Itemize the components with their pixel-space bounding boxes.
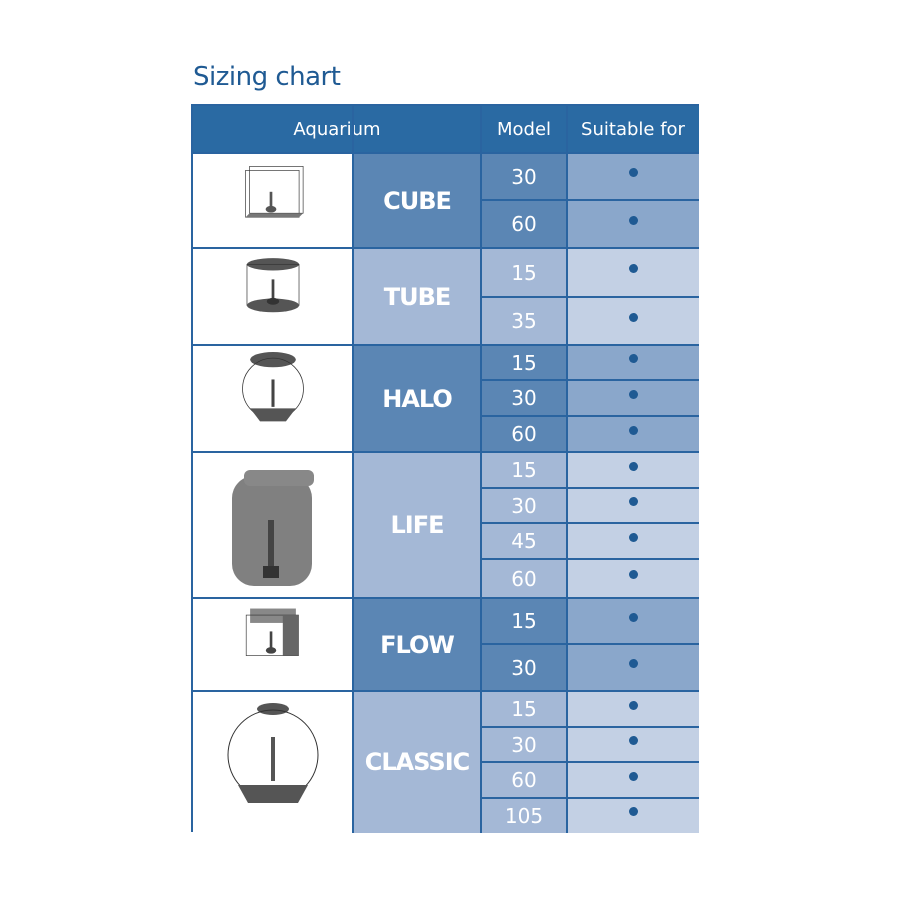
suitable-cell bbox=[567, 598, 699, 644]
divider bbox=[193, 152, 699, 154]
suitable-cell bbox=[567, 488, 699, 523]
suitable-cell bbox=[567, 727, 699, 762]
suitable-cell bbox=[567, 452, 699, 488]
divider bbox=[193, 690, 699, 692]
model-cell: 30 bbox=[481, 644, 567, 691]
suitable-dot-icon bbox=[628, 659, 638, 668]
model-cell: 15 bbox=[481, 691, 567, 727]
suitable-dot-icon bbox=[628, 700, 638, 710]
suitable-cell bbox=[567, 380, 699, 416]
divider bbox=[480, 106, 482, 833]
suitable-dot-icon bbox=[628, 570, 638, 579]
halo-aquarium-icon bbox=[193, 345, 353, 452]
aquarium-name: CUBE bbox=[353, 153, 481, 248]
suitable-dot-icon bbox=[628, 389, 638, 399]
divider bbox=[481, 522, 699, 524]
model-cell: 60 bbox=[481, 200, 567, 248]
aquarium-name: HALO bbox=[353, 345, 481, 452]
header-aquarium: Aquarium bbox=[193, 106, 481, 153]
divider bbox=[193, 247, 699, 249]
model-cell: 30 bbox=[481, 488, 567, 523]
aquarium-name: TUBE bbox=[353, 248, 481, 345]
divider bbox=[481, 643, 699, 645]
model-cell: 30 bbox=[481, 727, 567, 762]
header-model: Model bbox=[481, 106, 567, 153]
divider bbox=[481, 797, 699, 799]
life-aquarium-icon bbox=[193, 452, 353, 598]
suitable-cell bbox=[567, 644, 699, 691]
suitable-dot-icon bbox=[628, 807, 638, 816]
divider bbox=[481, 199, 699, 201]
cube-aquarium-icon bbox=[193, 153, 353, 248]
divider bbox=[193, 451, 699, 453]
suitable-cell bbox=[567, 248, 699, 297]
suitable-dot-icon bbox=[628, 425, 638, 435]
suitable-dot-icon bbox=[628, 354, 638, 363]
divider bbox=[481, 296, 699, 298]
model-cell: 105 bbox=[481, 798, 567, 833]
suitable-cell bbox=[567, 416, 699, 452]
suitable-dot-icon bbox=[628, 215, 638, 225]
suitable-dot-icon bbox=[628, 312, 638, 322]
suitable-dot-icon bbox=[628, 168, 638, 177]
suitable-dot-icon bbox=[628, 612, 638, 622]
model-cell: 15 bbox=[481, 248, 567, 297]
suitable-dot-icon bbox=[628, 264, 638, 273]
suitable-dot-icon bbox=[628, 532, 638, 542]
divider bbox=[566, 106, 568, 833]
suitable-dot-icon bbox=[628, 461, 638, 471]
suitable-dot-icon bbox=[628, 771, 638, 781]
divider bbox=[481, 558, 699, 560]
divider bbox=[481, 761, 699, 763]
model-cell: 15 bbox=[481, 452, 567, 488]
suitable-cell bbox=[567, 345, 699, 380]
header-suitable: Suitable for bbox=[567, 106, 699, 153]
suitable-cell bbox=[567, 691, 699, 727]
divider bbox=[481, 415, 699, 417]
suitable-cell bbox=[567, 523, 699, 559]
divider bbox=[481, 379, 699, 381]
tube-aquarium-icon bbox=[193, 248, 353, 345]
model-cell: 45 bbox=[481, 523, 567, 559]
suitable-cell bbox=[567, 798, 699, 833]
divider bbox=[352, 106, 354, 833]
aquarium-name: LIFE bbox=[353, 452, 481, 598]
suitable-dot-icon bbox=[628, 497, 638, 506]
model-cell: 15 bbox=[481, 598, 567, 644]
flow-aquarium-icon bbox=[193, 598, 353, 691]
aquarium-name: FLOW bbox=[353, 598, 481, 691]
model-cell: 60 bbox=[481, 762, 567, 798]
classic-aquarium-icon bbox=[193, 691, 353, 833]
divider bbox=[193, 597, 699, 599]
suitable-cell bbox=[567, 297, 699, 345]
divider bbox=[193, 344, 699, 346]
suitable-cell bbox=[567, 762, 699, 798]
suitable-dot-icon bbox=[628, 736, 638, 745]
model-cell: 60 bbox=[481, 559, 567, 598]
model-cell: 15 bbox=[481, 345, 567, 380]
model-cell: 35 bbox=[481, 297, 567, 345]
suitable-cell bbox=[567, 153, 699, 200]
divider bbox=[481, 726, 699, 728]
model-cell: 30 bbox=[481, 153, 567, 200]
aquarium-name: CLASSIC bbox=[353, 691, 481, 833]
sizing-table: Aquarium Model Suitable for CUBE 30 60 TUBE 15 3… bbox=[191, 104, 699, 833]
page-title: Sizing chart bbox=[193, 62, 341, 92]
suitable-cell bbox=[567, 200, 699, 248]
model-cell: 30 bbox=[481, 380, 567, 416]
model-cell: 60 bbox=[481, 416, 567, 452]
divider bbox=[481, 487, 699, 489]
suitable-cell bbox=[567, 559, 699, 598]
